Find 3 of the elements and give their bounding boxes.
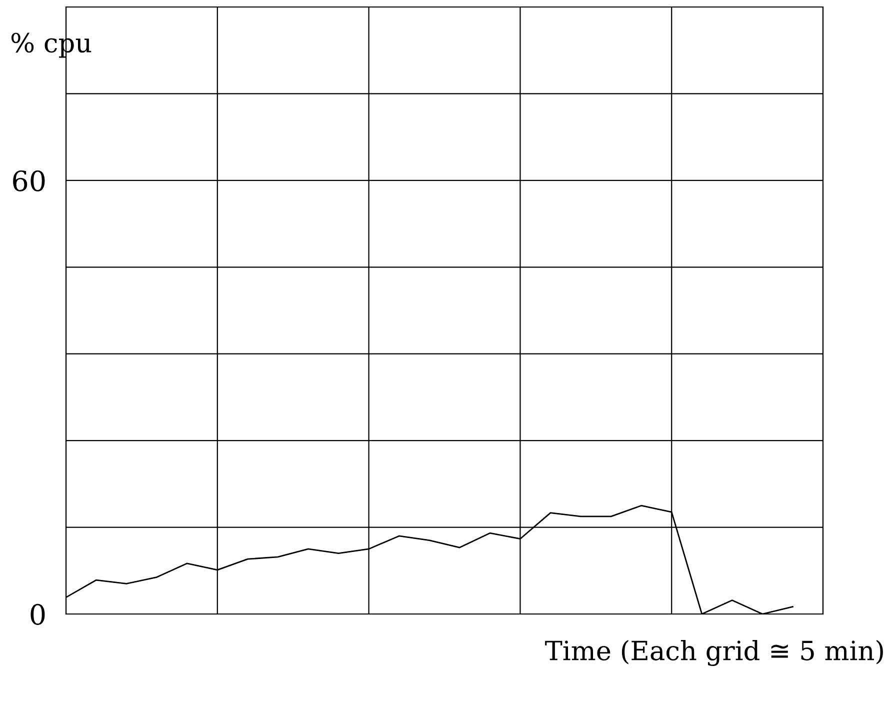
y-tick-label: 60 xyxy=(13,170,45,192)
x-axis-title: Time (Each grid ≅ 5 min) xyxy=(545,640,883,666)
y-tick-label: 0 xyxy=(30,604,45,625)
